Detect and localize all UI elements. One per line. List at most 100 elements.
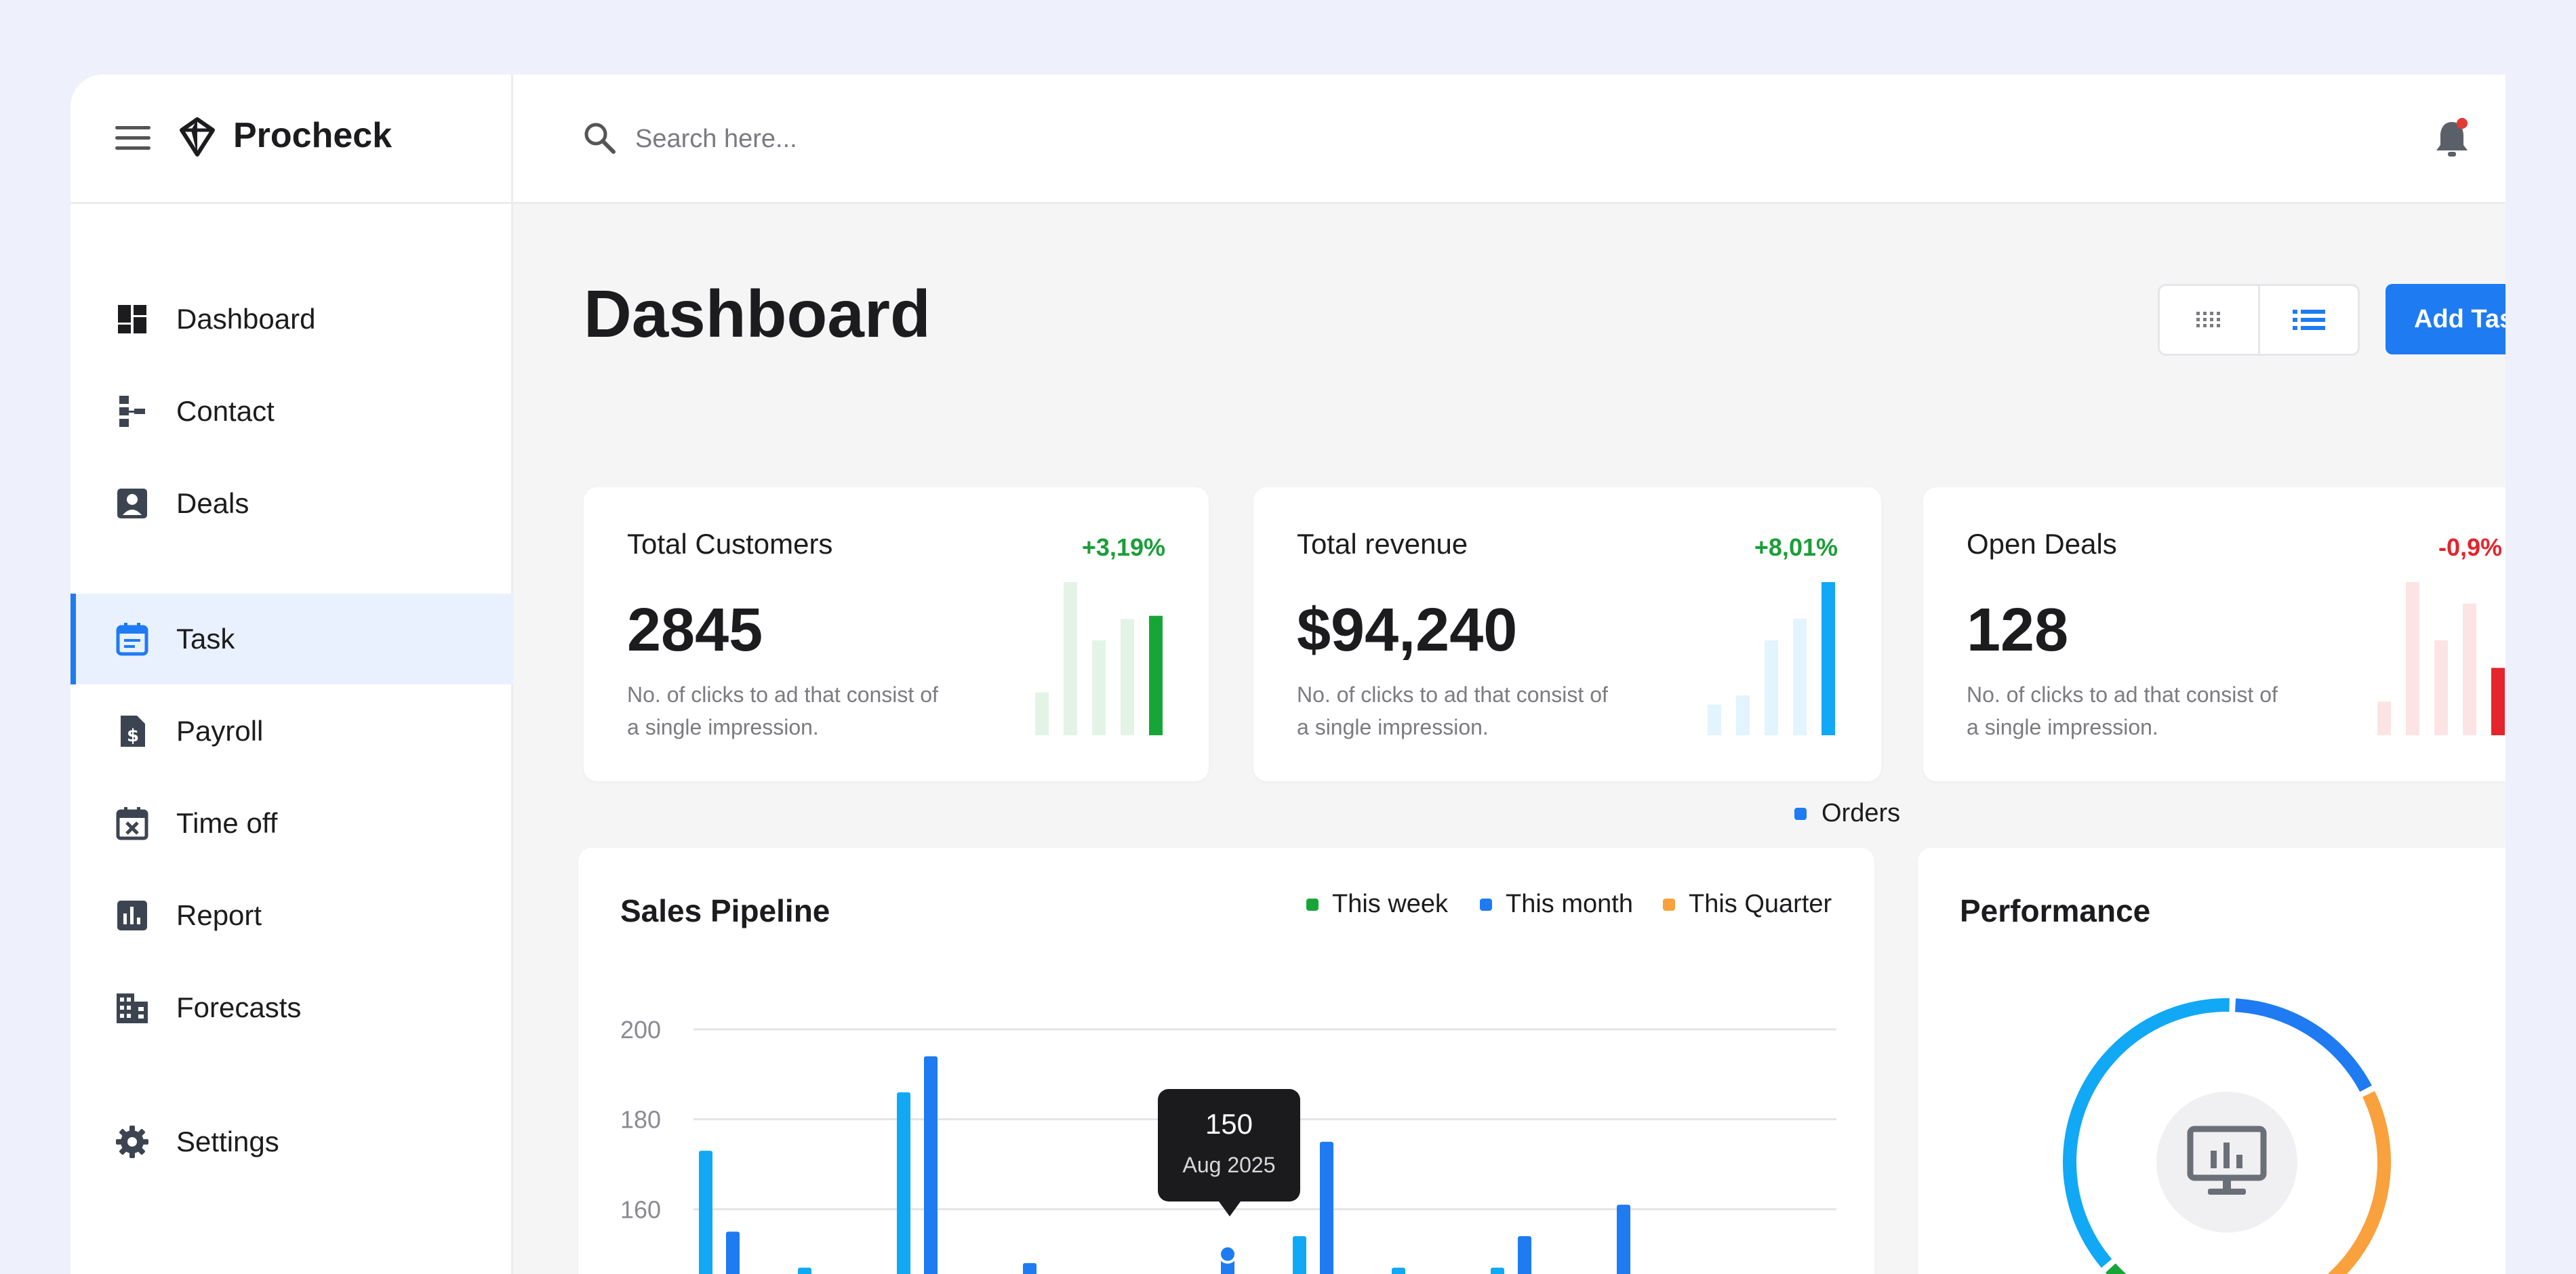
brand-bar: Procheck [71,75,511,204]
legend-swatch [1306,898,1319,911]
chart-bar [726,1231,740,1274]
legend-item-this-quarter: This Quarter [1663,890,1832,919]
stat-value: 2845 [627,596,763,664]
sales-pipeline-card: Sales Pipeline This week This month This… [578,848,1874,1274]
forecasts-icon [117,993,148,1023]
stat-description: No. of clicks to ad that consist of a si… [1967,682,2278,739]
stat-card-total-revenue: Total revenue +8,01% $94,240 No. of clic… [1253,487,1881,781]
sidebar-item-task[interactable]: Task [71,594,517,684]
settings-icon [116,1126,148,1158]
tooltip-value: 150 [1205,1108,1253,1140]
search-input[interactable] [634,118,1111,160]
highlight-point [1218,1244,1237,1264]
ring-segment [2234,998,2372,1092]
sidebar-item-label: Dashboard [176,303,316,335]
grid-view-button[interactable] [2160,286,2258,354]
mini-bar-chart [2377,582,2505,735]
page-title: Dashboard [584,276,931,351]
mini-bar [1064,582,1077,735]
main-content: Dashboard [513,204,2505,1274]
legend-label: This month [1506,890,1633,918]
chart-bar [1293,1236,1306,1274]
sidebar-item-settings[interactable]: Settings [71,1096,511,1187]
report-icon [117,901,147,930]
y-tick-label: 200 [620,1016,661,1044]
mini-bar [2377,701,2391,735]
performance-center [2156,1092,2297,1233]
stat-title: Open Deals [1967,528,2117,560]
mini-bar [2406,582,2419,735]
list-icon [2292,310,2325,330]
mini-bar [1149,615,1163,735]
hamburger-menu-icon[interactable] [115,126,150,152]
performance-ring-chart [2063,998,2391,1274]
mini-bar [1708,704,1721,735]
sidebar-item-label: Forecasts [176,991,302,1023]
list-view-button[interactable] [2257,286,2358,354]
sidebar-item-payroll[interactable]: $ Payroll [71,686,511,777]
sidebar-item-dashboard[interactable]: Dashboard [71,274,511,365]
y-tick-label: 180 [620,1106,661,1134]
sidebar: Procheck Dashboard Contact Deals [71,75,517,1274]
chart-bar [1320,1141,1333,1274]
sidebar-item-forecasts[interactable]: Forecasts [71,962,511,1053]
sidebar-item-report[interactable]: Report [71,870,511,961]
app-window: Procheck Dashboard Contact Deals [71,75,2505,1274]
stat-value: $94,240 [1297,596,1518,664]
stat-change: +8,01% [1754,533,1838,561]
orders-legend: Orders [1794,799,1900,828]
sidebar-item-label: Payroll [176,715,264,747]
mini-bar [1793,619,1807,735]
sidebar-item-label: Contact [176,395,275,427]
sidebar-item-deals[interactable]: Deals [71,458,511,549]
chart-bar [924,1056,938,1274]
sidebar-item-time-off[interactable]: Time off [71,778,511,869]
mini-bar [1765,640,1778,735]
mini-bar [1822,582,1835,735]
sidebar-item-label: Time off [176,807,278,839]
chart-bar [699,1151,712,1274]
chart-bar [1617,1204,1630,1274]
time-off-icon [116,807,148,840]
logo-icon [180,117,215,157]
dashboard-icon [118,305,146,333]
legend-label: This Quarter [1689,890,1832,918]
topbar [513,75,2505,204]
legend-swatch [1794,807,1807,820]
bell-icon[interactable] [2432,117,2472,160]
mini-bar [1035,692,1049,735]
stat-card-total-customers: Total Customers +3,19% 2845 No. of click… [584,487,1209,781]
legend-item-this-month: This month [1480,890,1633,919]
y-tick-label: 160 [620,1195,661,1223]
stat-title: Total revenue [1297,528,1468,560]
sidebar-item-contact[interactable]: Contact [71,366,511,457]
legend-swatch [1663,898,1675,911]
grid-icon [2196,312,2221,327]
chart-bar [1518,1236,1531,1274]
legend-swatch [1480,898,1492,911]
sidebar-item-label: Report [176,899,262,931]
ring-segment [2106,1263,2127,1274]
chart-title: Sales Pipeline [620,893,830,928]
performance-card: Performance [1918,848,2505,1274]
sales-pipeline-chart: 200180160140 [620,1016,1836,1274]
chart-bar [897,1092,910,1274]
stat-description: No. of clicks to ad that consist of a si… [627,682,938,739]
mini-bar [1121,619,1134,735]
mini-bar [2434,640,2448,735]
stat-title: Total Customers [627,528,833,560]
view-toggle [2158,284,2360,356]
add-task-button[interactable]: Add Task [2386,284,2505,354]
chart-bar [798,1267,811,1274]
sidebar-item-label: Task [176,623,235,655]
legend-label: Orders [1822,799,1901,827]
svg-text:$: $ [127,726,139,746]
tooltip-date: Aug 2025 [1182,1153,1276,1177]
mini-bar-chart [1708,582,1835,735]
stat-change: -0,9% [2438,533,2503,561]
sidebar-item-label: Deals [176,487,249,519]
mini-bar [1736,695,1750,735]
search-icon [584,123,616,154]
mini-bar [2491,667,2505,735]
ring-segment [2063,998,2230,1268]
